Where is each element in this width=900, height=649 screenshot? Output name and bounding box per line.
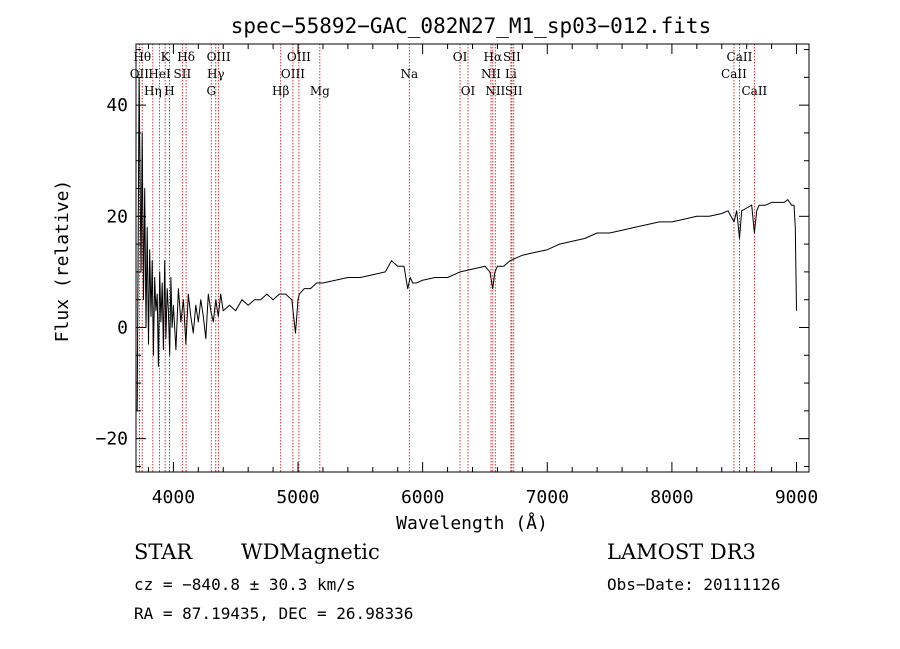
line-label-14: Mg	[310, 84, 330, 98]
plot-frame	[135, 43, 810, 473]
object-class: STAR	[134, 540, 193, 564]
y-tick-label-1: 0	[117, 317, 128, 338]
x-tick-label-0: 4000	[152, 487, 195, 508]
line-label-5: H	[164, 84, 174, 98]
line-label-2: Hη	[144, 84, 162, 98]
x-tick-label-4: 8000	[650, 487, 693, 508]
x-tick-label-2: 6000	[401, 487, 444, 508]
x-tick-labels: 4000 5000 6000 7000 8000 9000	[152, 487, 819, 508]
line-label-7: Hδ	[177, 50, 195, 64]
spectral-line-markers	[138, 44, 755, 472]
spectral-line-labels: OIIHθHηHeIKHSIIHδGHγOIIIHβOIIIOIIIMgNaOI…	[130, 50, 768, 98]
flux-series-line	[136, 76, 797, 411]
line-label-19: Hα	[484, 50, 503, 64]
y-axis-label: Flux (relative)	[52, 180, 73, 343]
line-label-3: HeI	[148, 67, 171, 81]
line-label-1: Hθ	[133, 50, 151, 64]
survey-name: LAMOST DR3	[607, 540, 756, 564]
x-tick-label-5: 9000	[775, 487, 818, 508]
y-tick-label-3: 40	[106, 95, 128, 116]
line-label-11: Hβ	[272, 84, 289, 98]
x-axis-label: Wavelength (Å)	[396, 512, 548, 534]
line-label-9: Hγ	[207, 67, 225, 81]
line-label-0: OII	[130, 67, 150, 81]
line-label-23: SII	[505, 84, 523, 98]
line-label-16: OI	[453, 50, 468, 64]
line-label-25: CaII	[727, 50, 753, 64]
line-label-17: OI	[461, 84, 476, 98]
line-label-24: CaII	[721, 67, 747, 81]
redshift-cz: cz = −840.8 ± 30.3 km/s	[134, 575, 356, 594]
line-label-15: Na	[400, 67, 418, 81]
line-label-6: SII	[174, 67, 192, 81]
y-tick-label-0: −20	[95, 429, 128, 450]
line-label-10: OIII	[207, 50, 231, 64]
x-tick-label-3: 7000	[526, 487, 569, 508]
line-label-4: K	[161, 50, 171, 64]
line-label-12: OIII	[281, 67, 305, 81]
object-subclass: WDMagnetic	[241, 540, 380, 564]
observation-date: Obs−Date: 20111126	[607, 575, 780, 594]
line-label-13: OIII	[287, 50, 311, 64]
line-label-18: NII	[481, 67, 501, 81]
line-label-21: Li	[505, 67, 517, 81]
line-label-22: SII	[503, 50, 521, 64]
chart-title: spec−55892−GAC_082N27_M1_sp03−012.fits	[231, 14, 711, 38]
y-tick-labels: −20 0 20 40	[95, 95, 128, 450]
line-label-8: G	[206, 84, 216, 98]
line-label-20: NII	[485, 84, 505, 98]
axis-ticks	[136, 44, 809, 472]
line-label-26: CaII	[741, 84, 767, 98]
x-tick-label-1: 5000	[276, 487, 319, 508]
ra-dec-coordinates: RA = 87.19435, DEC = 26.98336	[134, 604, 413, 623]
y-tick-label-2: 20	[106, 206, 128, 227]
